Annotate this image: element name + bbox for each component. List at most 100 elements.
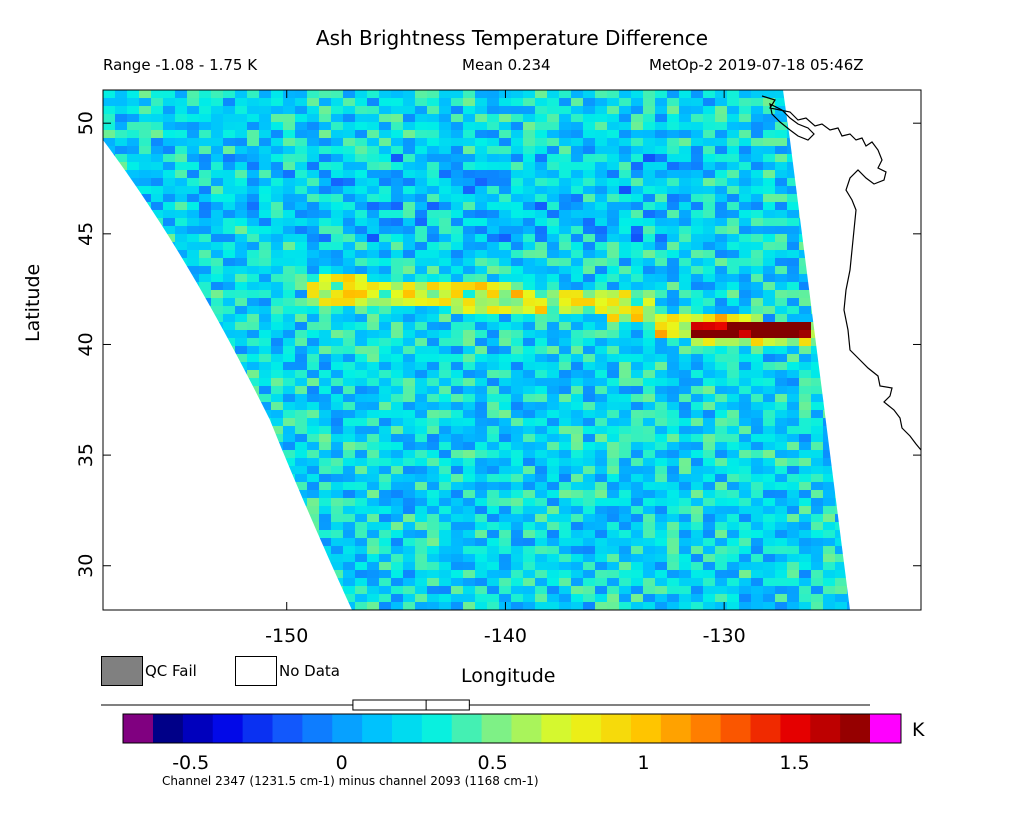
- swath-pixel: [835, 450, 847, 458]
- swath-pixel: [367, 482, 379, 490]
- swath-pixel: [739, 410, 751, 418]
- swath-pixel: [367, 258, 379, 266]
- swath-pixel: [175, 602, 187, 610]
- swath-pixel: [379, 546, 391, 554]
- swath-pixel: [331, 130, 343, 138]
- swath-pixel: [859, 282, 871, 290]
- swath-pixel: [619, 506, 631, 514]
- swath-pixel: [427, 202, 439, 210]
- swath-pixel: [427, 130, 439, 138]
- swath-pixel: [283, 274, 295, 282]
- swath-pixel: [271, 474, 283, 482]
- swath-pixel: [607, 362, 619, 370]
- swath-pixel: [667, 338, 679, 346]
- swath-pixel: [307, 482, 319, 490]
- swath-pixel: [463, 458, 475, 466]
- swath-pixel: [595, 554, 607, 562]
- swath-pixel: [811, 266, 823, 274]
- swath-pixel: [439, 378, 451, 386]
- swath-pixel: [415, 298, 427, 306]
- swath-pixel: [163, 346, 175, 354]
- swath-pixel: [667, 282, 679, 290]
- swath-pixel: [667, 394, 679, 402]
- swath-pixel: [211, 378, 223, 386]
- swath-pixel: [751, 290, 763, 298]
- swath-pixel: [451, 258, 463, 266]
- swath-pixel: [799, 442, 811, 450]
- swath-pixel: [235, 522, 247, 530]
- swath-pixel: [391, 418, 403, 426]
- swath-pixel: [151, 242, 163, 250]
- swath-pixel: [595, 266, 607, 274]
- swath-pixel: [775, 354, 787, 362]
- swath-pixel: [151, 178, 163, 186]
- swath-pixel: [331, 434, 343, 442]
- swath-pixel: [187, 354, 199, 362]
- swath-pixel: [655, 386, 667, 394]
- swath-pixel: [799, 426, 811, 434]
- swath-pixel: [499, 122, 511, 130]
- swath-pixel: [163, 282, 175, 290]
- swath-pixel: [487, 114, 499, 122]
- swath-pixel: [643, 442, 655, 450]
- swath-pixel: [259, 362, 271, 370]
- swath-pixel: [163, 154, 175, 162]
- swath-pixel: [583, 354, 595, 362]
- swath-pixel: [331, 594, 343, 602]
- swath-pixel: [739, 242, 751, 250]
- swath-pixel: [379, 202, 391, 210]
- swath-pixel: [127, 514, 139, 522]
- swath-pixel: [355, 458, 367, 466]
- swath-pixel: [487, 226, 499, 234]
- swath-pixel: [283, 154, 295, 162]
- swath-pixel: [679, 602, 691, 610]
- swath-pixel: [235, 474, 247, 482]
- swath-pixel: [211, 394, 223, 402]
- swath-pixel: [475, 426, 487, 434]
- swath-pixel: [715, 386, 727, 394]
- swath-pixel: [523, 354, 535, 362]
- swath-pixel: [139, 258, 151, 266]
- swath-pixel: [127, 402, 139, 410]
- swath-pixel: [175, 282, 187, 290]
- swath-pixel: [703, 546, 715, 554]
- swath-pixel: [715, 450, 727, 458]
- swath-pixel: [247, 274, 259, 282]
- swath-pixel: [139, 498, 151, 506]
- swath-pixel: [655, 354, 667, 362]
- swath-pixel: [343, 162, 355, 170]
- swath-pixel: [211, 178, 223, 186]
- swath-pixel: [499, 458, 511, 466]
- swath-pixel: [703, 234, 715, 242]
- swath-pixel: [751, 282, 763, 290]
- swath-pixel: [547, 410, 559, 418]
- swath-pixel: [571, 394, 583, 402]
- swath-pixel: [499, 170, 511, 178]
- swath-pixel: [727, 170, 739, 178]
- swath-pixel: [583, 394, 595, 402]
- swath-pixel: [703, 530, 715, 538]
- swath-pixel: [859, 402, 871, 410]
- swath-pixel: [499, 106, 511, 114]
- swath-pixel: [439, 170, 451, 178]
- swath-pixel: [775, 194, 787, 202]
- swath-pixel: [355, 378, 367, 386]
- swath-pixel: [511, 154, 523, 162]
- swath-pixel: [859, 250, 871, 258]
- swath-pixel: [727, 106, 739, 114]
- swath-pixel: [679, 306, 691, 314]
- swath-pixel: [799, 242, 811, 250]
- swath-pixel: [667, 594, 679, 602]
- swath-pixel: [727, 314, 739, 322]
- swath-pixel: [259, 314, 271, 322]
- swath-pixel: [559, 178, 571, 186]
- swath-pixel: [403, 546, 415, 554]
- swath-pixel: [343, 538, 355, 546]
- swath-pixel: [103, 210, 115, 218]
- swath-pixel: [631, 170, 643, 178]
- swath-pixel: [475, 290, 487, 298]
- swath-pixel: [403, 98, 415, 106]
- swath-pixel: [403, 290, 415, 298]
- swath-pixel: [631, 194, 643, 202]
- swath-pixel: [271, 266, 283, 274]
